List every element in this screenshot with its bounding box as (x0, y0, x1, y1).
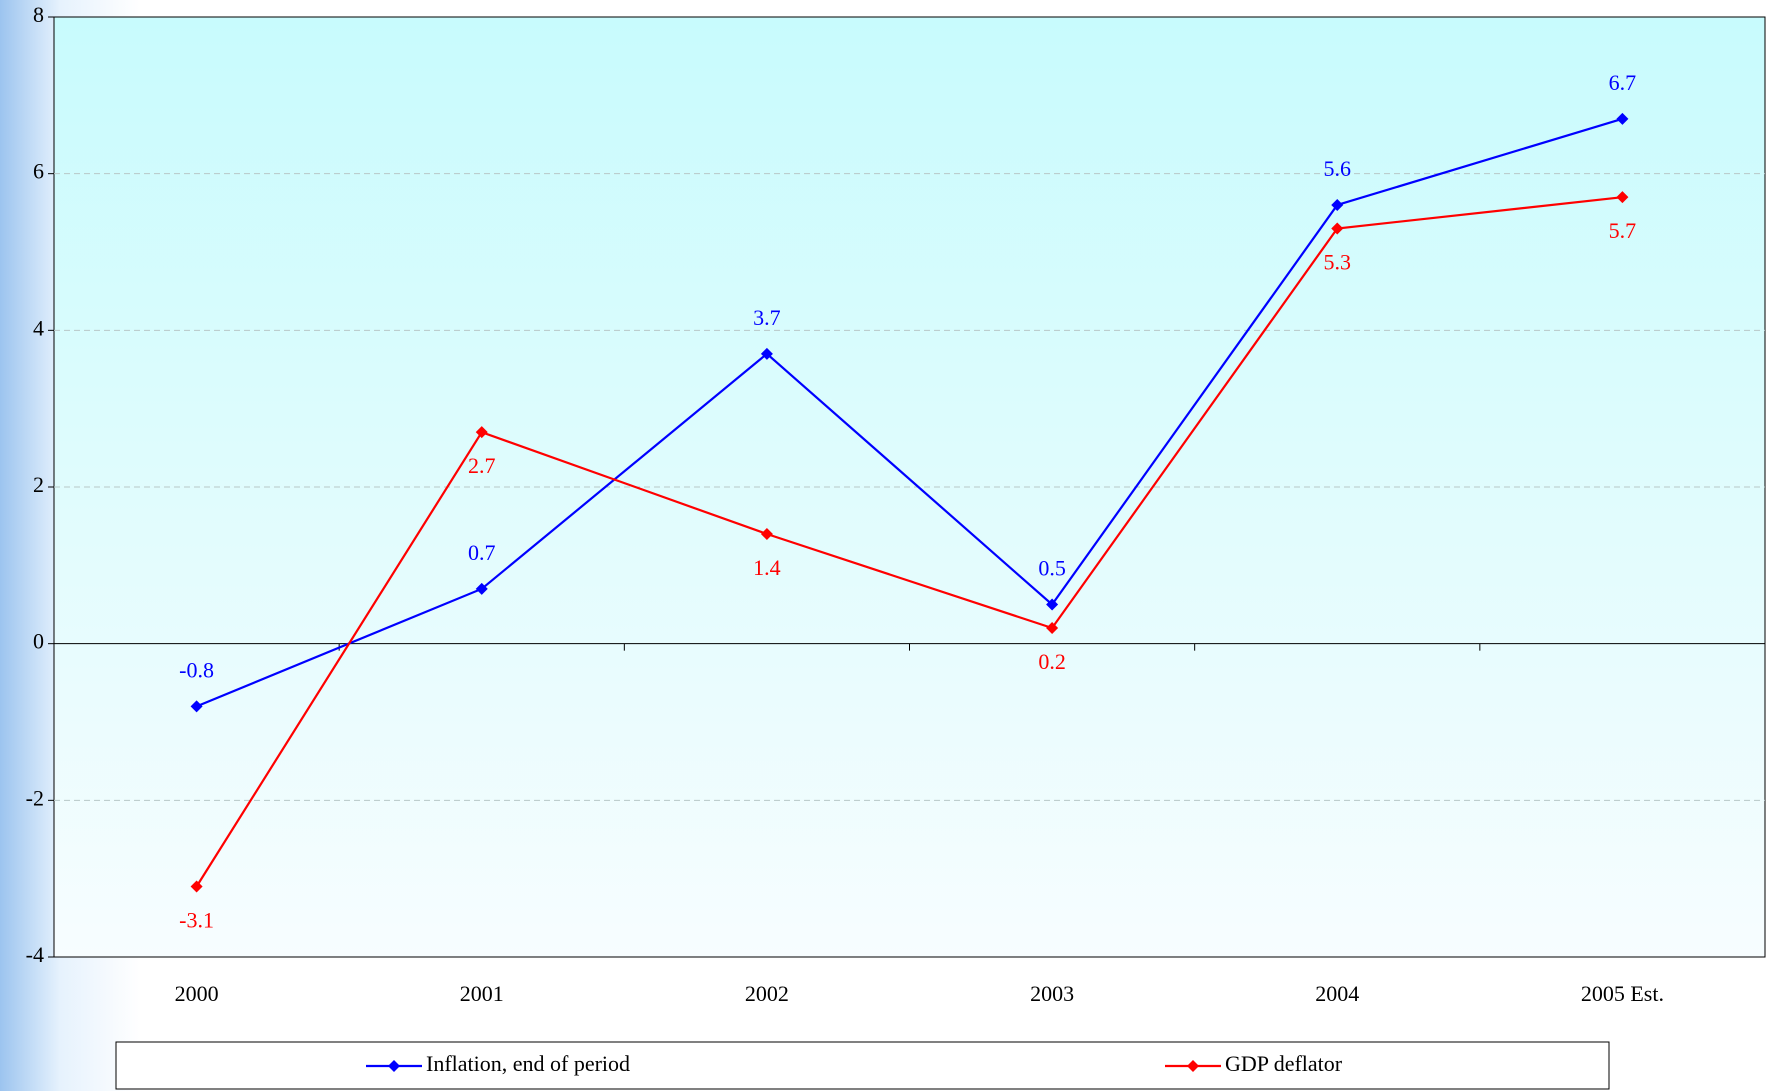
x-tick-label: 2005 Est. (1581, 981, 1664, 1006)
legend-box (115, 1041, 1610, 1090)
x-tick-label: 2004 (1315, 981, 1359, 1006)
y-tick-label: -4 (26, 942, 44, 967)
x-tick-label: 2000 (175, 981, 219, 1006)
y-tick-label: 8 (33, 2, 44, 27)
x-tick-label: 2003 (1030, 981, 1074, 1006)
point-marker (1331, 199, 1344, 211)
data-label: 0.7 (468, 540, 496, 565)
legend-label: GDP deflator (1225, 1051, 1343, 1076)
x-tick-label: 2001 (460, 981, 504, 1006)
point-marker (1616, 112, 1629, 125)
point-marker (1331, 222, 1344, 235)
data-label: 0.2 (1038, 649, 1066, 674)
data-label: 6.7 (1609, 70, 1637, 95)
data-label: -3.1 (179, 908, 214, 933)
point-marker (475, 426, 488, 439)
point-marker (760, 528, 773, 540)
x-tick-label: 2002 (745, 981, 789, 1006)
data-label: 5.3 (1324, 250, 1352, 275)
series-line (196, 117, 1623, 708)
point-marker (475, 582, 488, 595)
legend-label: Inflation, end of period (426, 1051, 630, 1076)
y-tick-label: 2 (33, 472, 44, 497)
y-tick-label: 0 (33, 629, 44, 654)
data-label: 5.6 (1324, 156, 1352, 181)
y-tick-label: -2 (26, 785, 44, 810)
data-label: 1.4 (753, 555, 781, 580)
point-marker (1616, 191, 1629, 204)
legend-marker (388, 1060, 400, 1072)
data-label: 3.7 (753, 305, 781, 330)
data-label: 2.7 (468, 453, 496, 478)
data-label: 5.7 (1609, 218, 1637, 243)
legend-marker (1187, 1060, 1199, 1072)
point-marker (190, 700, 203, 713)
point-marker (190, 880, 203, 893)
point-marker (1046, 622, 1059, 634)
series-line (195, 196, 1623, 888)
y-tick-label: 4 (33, 315, 44, 340)
data-label: 0.5 (1038, 556, 1066, 581)
point-marker (760, 347, 773, 360)
y-tick-label: 6 (33, 159, 44, 184)
data-label: -0.8 (179, 657, 214, 682)
point-marker (1046, 598, 1059, 611)
